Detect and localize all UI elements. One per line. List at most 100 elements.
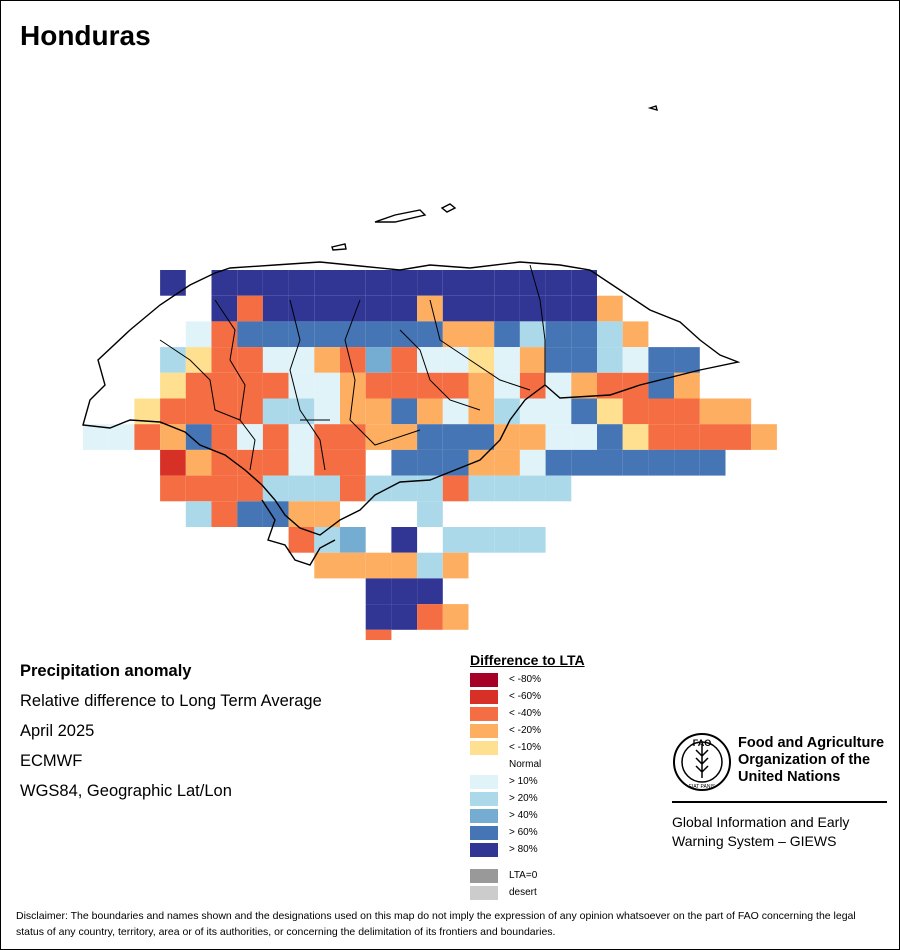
grid-cell xyxy=(340,321,366,348)
grid-cell xyxy=(108,424,135,450)
grid-cell xyxy=(211,372,238,399)
grid-cell xyxy=(237,424,263,450)
grid-cell xyxy=(160,372,186,399)
legend-item-p80: > 80% xyxy=(470,842,585,859)
legend-swatch xyxy=(470,826,498,840)
legend-item-p20: > 20% xyxy=(470,791,585,808)
grid-cell xyxy=(314,552,340,579)
grid-cell xyxy=(417,552,443,579)
legend-label: > 20% xyxy=(509,793,538,804)
grid-cell xyxy=(442,449,469,476)
grid-cell xyxy=(494,347,520,373)
description-label: Relative difference to Long Term Average xyxy=(20,692,322,710)
grid-cell xyxy=(545,424,572,450)
grid-cell xyxy=(571,347,597,373)
legend-label: > 80% xyxy=(509,844,538,855)
grid-cell xyxy=(288,527,315,553)
grid-cell xyxy=(365,424,392,450)
grid-cell xyxy=(545,449,572,476)
grid-cell xyxy=(288,321,315,348)
grid-cell xyxy=(237,270,263,296)
legend-swatch xyxy=(470,792,498,806)
program-line: Warning System – GIEWS xyxy=(672,833,837,849)
bay-island-guanaja xyxy=(440,203,457,213)
legend-swatch xyxy=(470,673,498,687)
grid-cell xyxy=(160,270,186,296)
grid-cell xyxy=(674,372,700,399)
grid-cell xyxy=(185,398,212,425)
grid-cell xyxy=(468,475,495,502)
grid-cell xyxy=(83,424,109,450)
grid-cell xyxy=(622,398,649,425)
grid-cell xyxy=(134,372,161,399)
legend-swatch xyxy=(470,886,498,900)
grid-cell xyxy=(442,604,469,630)
grid-cell xyxy=(545,372,572,399)
grid-cell xyxy=(340,398,366,425)
legend-swatch xyxy=(470,690,498,704)
legend-swatch xyxy=(470,809,498,823)
legend-label: > 40% xyxy=(509,810,538,821)
grid-cell xyxy=(699,449,726,476)
grid-cell xyxy=(211,321,238,348)
grid-cell xyxy=(262,347,289,373)
grid-cell xyxy=(442,398,469,425)
grid-cell xyxy=(314,321,340,348)
grid-cell xyxy=(365,372,392,399)
grid-cell xyxy=(211,501,238,527)
grid-cell xyxy=(340,475,366,502)
grid-cell xyxy=(340,552,366,579)
grid-cell xyxy=(519,398,546,425)
grid-cell xyxy=(699,398,726,425)
grid-cell xyxy=(468,424,495,450)
legend-label: < -20% xyxy=(509,725,541,736)
grid-cell xyxy=(417,501,443,527)
grid-cell xyxy=(211,295,238,322)
grid-cell xyxy=(571,270,597,296)
grid-cell xyxy=(674,424,700,450)
grid-cell xyxy=(674,347,700,373)
precipitation-anomaly-map xyxy=(82,105,777,640)
legend-item-n60: < -60% xyxy=(470,689,585,706)
grid-cell xyxy=(417,449,443,476)
grid-cell xyxy=(365,552,392,579)
legend-label: < -60% xyxy=(509,691,541,702)
grid-cell xyxy=(519,424,546,450)
svg-text:FAO: FAO xyxy=(693,738,712,748)
grid-cell xyxy=(160,449,186,476)
grid-cell xyxy=(648,424,675,450)
bay-island-roatan xyxy=(374,209,427,223)
org-name-line: Organization of the xyxy=(738,752,871,768)
grid-cell xyxy=(288,372,315,399)
legend-swatch xyxy=(470,741,498,755)
grid-cell xyxy=(365,270,392,296)
grid-cell xyxy=(519,475,546,502)
grid-cell xyxy=(288,295,315,322)
grid-cell xyxy=(391,552,418,579)
grid-cell xyxy=(314,347,340,373)
grid-cell xyxy=(597,295,623,322)
map-info-block: Precipitation anomaly Relative differenc… xyxy=(20,656,322,806)
grid-cell xyxy=(314,270,340,296)
grid-cell xyxy=(211,347,238,373)
grid-cell xyxy=(597,449,623,476)
grid-cell xyxy=(622,449,649,476)
grid-cell xyxy=(417,398,443,425)
legend-item-n20: < -20% xyxy=(470,723,585,740)
grid-cell xyxy=(725,398,752,425)
grid-cell xyxy=(468,527,495,553)
grid-cell xyxy=(674,449,700,476)
grid-cell xyxy=(262,424,289,450)
grid-cell xyxy=(597,347,623,373)
grid-cell xyxy=(494,475,520,502)
grid-cell xyxy=(494,449,520,476)
legend-item-p60: > 60% xyxy=(470,825,585,842)
grid-cell xyxy=(160,347,186,373)
legend-label: Normal xyxy=(509,759,542,770)
legend-label: < -80% xyxy=(509,674,541,685)
grid-cell xyxy=(340,270,366,296)
grid-cell xyxy=(237,321,263,348)
grid-cell xyxy=(442,270,469,296)
divider xyxy=(672,801,887,803)
grid-cell xyxy=(468,347,495,373)
